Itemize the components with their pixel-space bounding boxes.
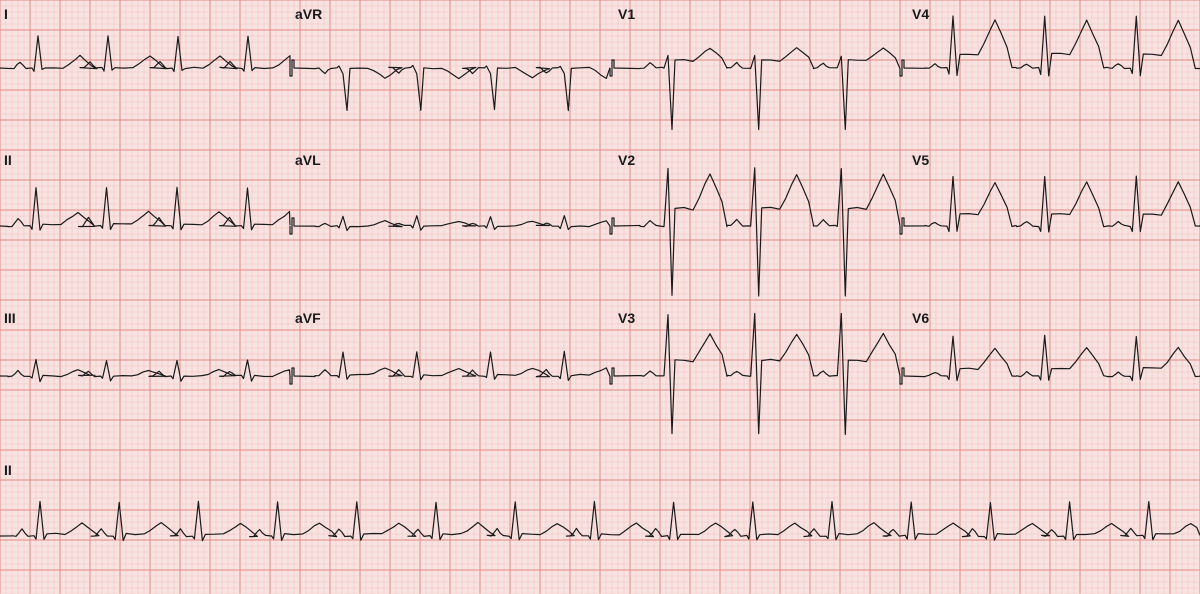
lead-label-aVR: aVR	[295, 6, 322, 22]
lead-label-V2: V2	[618, 152, 635, 168]
ecg-grid	[0, 0, 1200, 594]
ecg-chart: IaVR V1 V4 II aVL V2 V5 III aVF V3 V6 II	[0, 0, 1200, 594]
lead-label-V6: V6	[912, 310, 929, 326]
lead-label-V4: V4	[912, 6, 929, 22]
lead-label-II: II	[4, 462, 12, 478]
lead-label-aVL: aVL	[295, 152, 321, 168]
lead-label-V5: V5	[912, 152, 929, 168]
lead-label-I: I	[4, 6, 8, 22]
lead-label-V3: V3	[618, 310, 635, 326]
lead-label-V1: V1	[618, 6, 635, 22]
lead-label-III: III	[4, 310, 16, 326]
lead-label-II: II	[4, 152, 12, 168]
lead-label-aVF: aVF	[295, 310, 321, 326]
ecg-svg	[0, 0, 1200, 594]
